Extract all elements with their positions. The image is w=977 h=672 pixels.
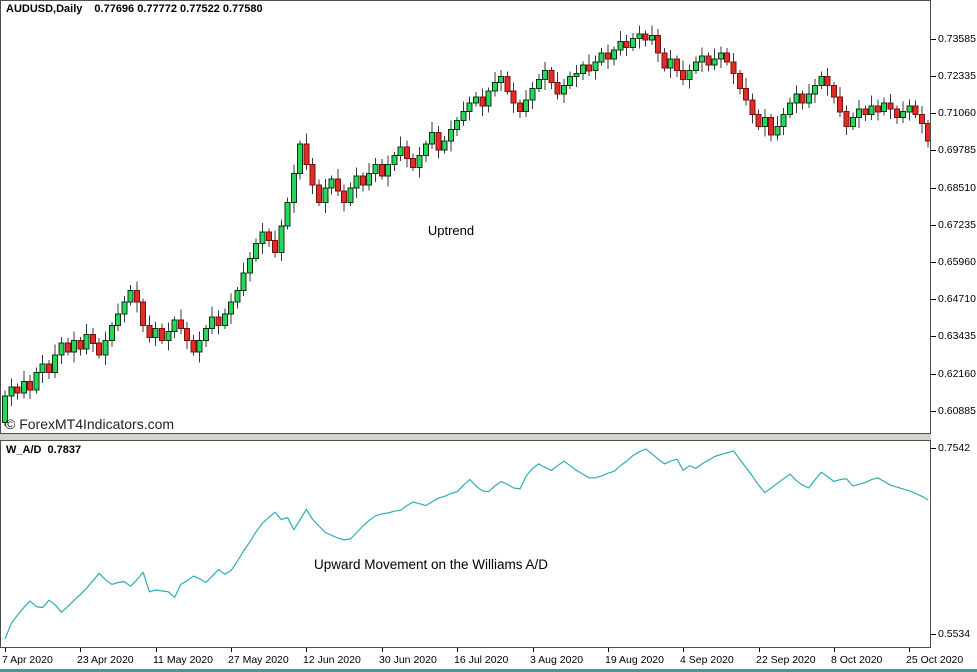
price-axis-label: 0.71060 [938,107,976,119]
date-axis-label: 12 Jun 2020 [303,654,361,666]
price-axis-label: 0.7542 [938,442,971,454]
price-axis-label: 0.60885 [938,405,976,417]
date-axis-label: 4 Sep 2020 [680,654,734,666]
price-chart-pane[interactable]: AUDUSD,Daily 0.77696 0.77772 0.77522 0.77… [0,0,931,434]
date-axis-label: 11 May 2020 [153,654,213,666]
price-axis-label: 0.63435 [938,330,976,342]
price-axis-tick [931,188,936,189]
price-scale[interactable]: 0.73585 0.72335 0.71060 0.69785 0.68510 0.672… [931,0,977,648]
price-axis-tick [931,634,936,635]
date-axis-label: 22 Sep 2020 [756,654,816,666]
watermark-text: © ForexMT4Indicators.com [5,416,175,432]
date-axis-label: 3 Aug 2020 [530,654,584,666]
date-axis-label: 16 Jul 2020 [454,654,509,666]
price-axis-tick [931,150,936,151]
time-axis-tick [608,648,609,652]
indicator-annotation: Upward Movement on the Williams A/D [313,557,549,572]
time-axis-tick [909,648,910,652]
price-axis-label: 0.65960 [938,256,976,268]
price-axis-tick [931,225,936,226]
price-axis-label: 0.72335 [938,70,976,82]
time-axis-tick [80,648,81,652]
chart-title: AUDUSD,Daily 0.77696 0.77772 0.77522 0.77… [6,3,263,15]
price-axis-label: 0.5534 [938,628,971,640]
time-axis-tick [306,648,307,652]
price-axis-tick [931,374,936,375]
price-axis-tick [931,76,936,77]
price-axis-tick [931,299,936,300]
time-axis-tick [5,648,6,652]
time-axis-tick [156,648,157,652]
pane-separator[interactable] [0,434,931,440]
quote-ohlc-values: 0.77696 0.77772 0.77522 0.77580 [94,3,263,15]
time-axis-tick [457,648,458,652]
candlestick-chart[interactable] [1,1,930,433]
price-axis-tick [931,113,936,114]
price-axis-label: 0.68510 [938,182,976,194]
price-axis-label: 0.67235 [938,219,976,231]
price-axis-label: 0.64710 [938,293,976,305]
date-axis-label: 27 May 2020 [228,654,289,666]
date-axis-label: 30 Jun 2020 [379,654,437,666]
price-axis-tick [931,336,936,337]
price-axis-tick [931,448,936,449]
date-axis-label: 8 Oct 2020 [831,654,883,666]
time-axis-tick [533,648,534,652]
date-axis-label: 7 Apr 2020 [2,654,53,666]
price-axis-tick [931,39,936,40]
bottom-border [0,669,977,672]
indicator-pane[interactable]: W_A/D 0.7837 Upward Movement on the Willi… [0,440,931,648]
indicator-name-label: W_A/D [6,444,42,456]
time-axis-tick [683,648,684,652]
price-axis-tick [931,411,936,412]
date-axis-label: 23 Apr 2020 [77,654,134,666]
price-axis-tick [931,262,936,263]
indicator-title: W_A/D 0.7837 [6,444,81,456]
time-axis-tick [834,648,835,652]
price-axis-label: 0.62160 [938,368,976,380]
date-axis-label: 25 Oct 2020 [906,654,964,666]
uptrend-annotation: Uptrend [427,223,475,238]
price-axis-label: 0.73585 [938,33,976,45]
date-axis-label: 19 Aug 2020 [605,654,664,666]
time-axis-tick [759,648,760,652]
indicator-line-chart[interactable] [1,441,930,647]
price-axis-label: 0.69785 [938,144,976,156]
indicator-value-label: 0.7837 [47,444,82,456]
time-axis-tick [231,648,232,652]
symbol-timeframe-label: AUDUSD,Daily [6,3,83,15]
time-scale[interactable]: 7 Apr 2020 23 Apr 2020 11 May 2020 27 May 2… [0,648,977,669]
time-axis-tick [382,648,383,652]
